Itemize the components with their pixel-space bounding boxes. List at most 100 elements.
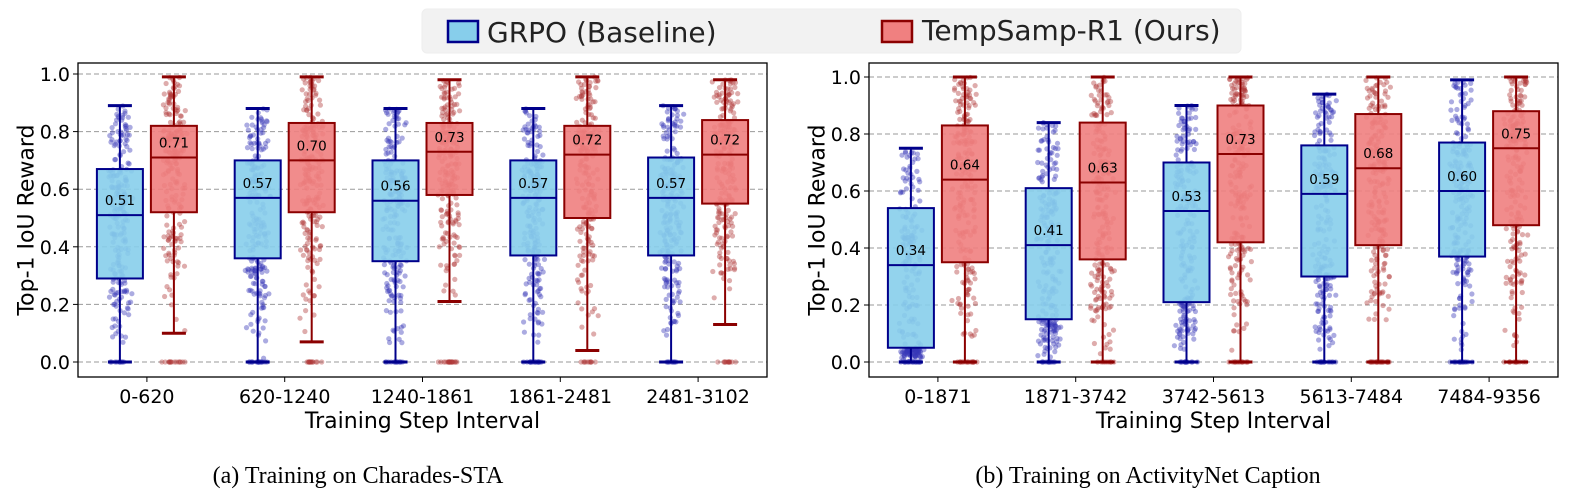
data-point [122,334,129,340]
data-point [1363,77,1369,83]
data-point [259,278,265,284]
data-point [259,118,265,124]
legend-swatch-grpo [446,19,480,44]
data-point [260,130,266,136]
y-tick-label: 1.0 [831,67,861,89]
data-point [439,196,445,202]
data-point [129,291,135,297]
data-point [387,339,393,346]
data-point [450,221,456,227]
data-point [1522,272,1528,278]
data-point [973,327,979,334]
data-point [1103,301,1109,307]
data-point [1503,280,1509,286]
data-point [1368,268,1374,274]
data-point [303,103,309,109]
data-point [178,224,185,230]
data-point [165,99,171,106]
data-point [396,270,402,276]
data-point [578,359,584,365]
data-point [1315,292,1321,298]
data-point [1518,252,1525,258]
data-point [665,284,671,290]
data-point [954,263,960,270]
data-point [441,95,447,101]
data-point [726,278,733,284]
data-point [956,98,962,104]
x-tick-label: 0-1871 [904,386,971,408]
data-point [441,105,447,111]
data-point [441,288,447,294]
data-point [305,227,311,233]
data-point [313,236,319,242]
data-point [450,220,456,226]
data-point [914,168,920,174]
data-point [126,132,132,138]
caption: (a) Training on Charades-STA [213,463,504,489]
data-point [168,233,175,239]
data-point [178,232,184,238]
data-point [312,257,318,263]
data-point [182,108,188,114]
data-point [446,359,452,365]
data-point [522,292,528,298]
data-point [527,279,533,285]
data-point [439,113,445,119]
data-point [173,359,179,365]
data-point [175,88,182,94]
data-point [523,126,529,132]
data-point [1228,96,1234,103]
data-point [249,258,255,264]
data-point [123,123,129,129]
data-point [1463,134,1469,140]
data-point [591,306,598,312]
data-point [164,213,170,219]
median-label: 0.57 [243,176,273,192]
data-point [674,263,680,269]
x-tick-label: 3742-5613 [1162,386,1266,408]
data-point [111,301,117,308]
x-ticks: 0-1871 1871-3742 3742-5613 5613-7484 7484-93… [904,377,1541,408]
data-point [305,97,311,104]
box [95,168,144,280]
data-point [122,288,128,294]
data-point [1107,295,1113,301]
data-point [174,81,181,87]
x-axis-label: Training Step Interval [304,409,540,434]
data-point [319,224,325,230]
data-point [455,210,461,216]
data-point [1313,110,1319,116]
data-point [449,103,455,109]
data-point [174,271,180,277]
data-point [182,219,188,225]
data-point [728,229,734,235]
data-point [1367,93,1373,99]
median-label: 0.64 [950,158,980,174]
y-tick-label: 0.0 [831,352,861,374]
data-point [445,359,451,365]
data-point [673,268,680,274]
data-point [681,111,687,117]
data-point [1174,138,1180,144]
y-tick-label: 1.0 [40,64,70,86]
data-point [540,309,546,315]
data-point [442,84,448,90]
data-point [954,269,960,275]
data-point [540,152,546,158]
data-point [534,278,541,284]
data-point [245,127,251,133]
data-point [258,266,264,272]
boxplot: 0.59 [1300,92,1349,364]
data-point [1371,316,1378,322]
data-point [535,339,541,345]
y-tick-label: 0.8 [831,124,861,146]
data-point [721,359,727,365]
data-point [730,258,737,264]
data-point [1382,102,1388,108]
data-point [533,123,539,130]
data-point [175,104,181,110]
median-label: 0.72 [710,133,740,149]
data-point [385,111,391,117]
data-point [396,139,402,145]
data-point [264,118,270,124]
